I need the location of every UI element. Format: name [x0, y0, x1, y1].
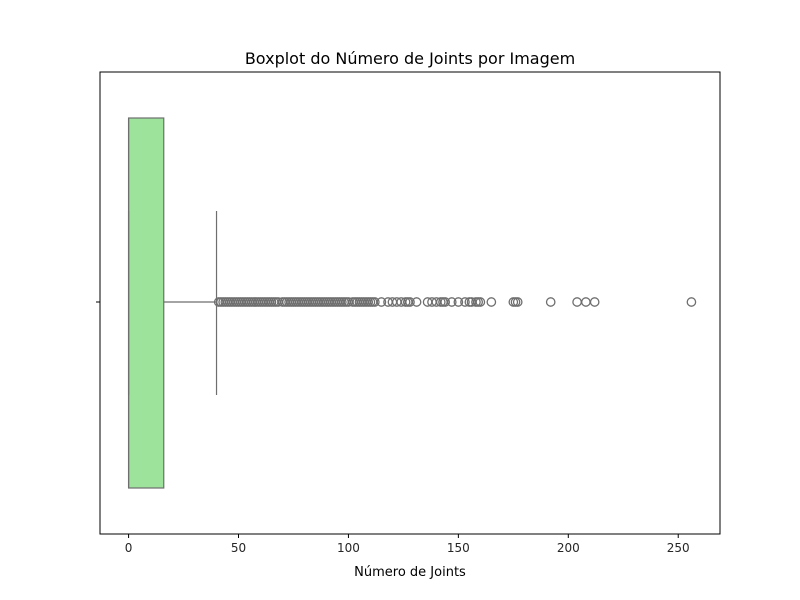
outlier-point — [486, 297, 497, 307]
outlier-point — [369, 297, 380, 307]
x-tick-label: 50 — [231, 541, 246, 555]
outlier-point — [411, 297, 422, 307]
x-tick-label: 250 — [667, 541, 690, 555]
outlier-point — [686, 297, 697, 307]
plot-area — [127, 117, 697, 489]
x-tick-label: 100 — [337, 541, 360, 555]
outlier-point — [440, 297, 451, 307]
outlier-point — [475, 297, 486, 307]
x-axis-label: Número de Joints — [354, 565, 466, 580]
box-iqr — [127, 117, 165, 489]
outlier-point — [405, 297, 415, 307]
outlier-point — [545, 297, 556, 307]
plot-frame — [99, 71, 721, 535]
x-tick-label: 0 — [125, 541, 133, 555]
x-tick-label: 150 — [447, 541, 470, 555]
outlier-point — [589, 297, 600, 307]
outlier-point — [376, 297, 387, 307]
outlier-point — [453, 297, 464, 307]
chart-title: Boxplot do Número de Joints por Imagem — [245, 49, 575, 68]
x-axis: 0 50 100 150 200 250 — [125, 534, 690, 555]
outlier-point — [512, 297, 523, 307]
outlier-point — [446, 297, 457, 307]
x-tick-label: 200 — [557, 541, 580, 555]
outlier-point — [460, 297, 470, 307]
